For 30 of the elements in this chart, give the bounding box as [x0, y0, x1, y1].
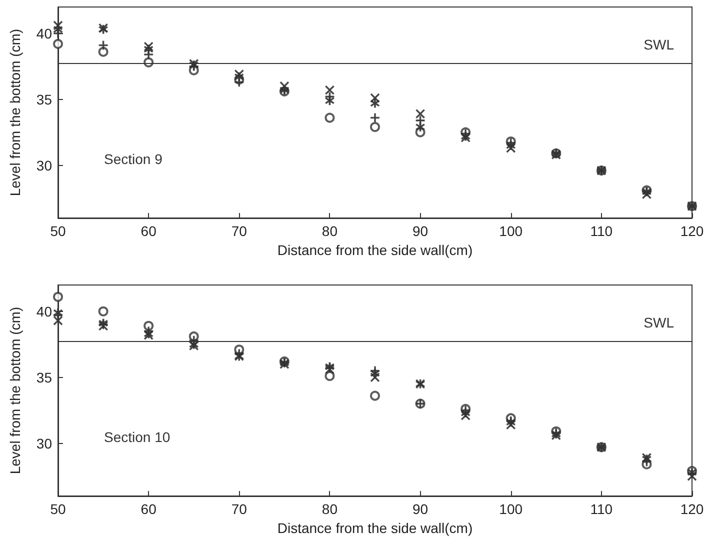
x-tick-label: 80 [322, 501, 338, 517]
ref-line-label: SWL [644, 36, 674, 53]
x-tick-label: 120 [680, 501, 704, 517]
x-axis-title: Distance from the side wall(cm) [277, 520, 473, 536]
x-axis-title: Distance from the side wall(cm) [277, 242, 473, 258]
x-tick-label: 60 [140, 501, 157, 517]
y-tick-label: 35 [36, 369, 52, 386]
x-tick-label: 80 [322, 223, 338, 239]
y-tick-label: 40 [36, 303, 52, 320]
x-tick-label: 100 [499, 501, 523, 517]
ref-line-label: SWL [644, 314, 674, 331]
x-tick-label: 60 [140, 223, 157, 239]
y-tick-label: 35 [36, 91, 52, 108]
x-tick-label: 50 [50, 223, 66, 239]
y-axis-title: Level from the bottom (cm) [7, 306, 23, 474]
y-tick-label: 30 [36, 435, 52, 452]
annotation: Section 9 [104, 151, 163, 167]
y-tick-label: 30 [36, 157, 52, 174]
y-tick-label: 40 [36, 25, 52, 42]
x-tick-label: 90 [412, 501, 428, 517]
x-tick-label: 110 [590, 223, 613, 239]
x-tick-label: 100 [499, 223, 523, 239]
x-tick-label: 50 [50, 501, 66, 517]
x-tick-label: 120 [680, 223, 704, 239]
x-tick-label: 90 [412, 223, 428, 239]
x-tick-label: 70 [231, 223, 248, 239]
annotation: Section 10 [104, 429, 170, 445]
y-axis-title: Level from the bottom (cm) [7, 28, 23, 196]
x-tick-label: 110 [590, 501, 613, 517]
x-tick-label: 70 [231, 501, 248, 517]
